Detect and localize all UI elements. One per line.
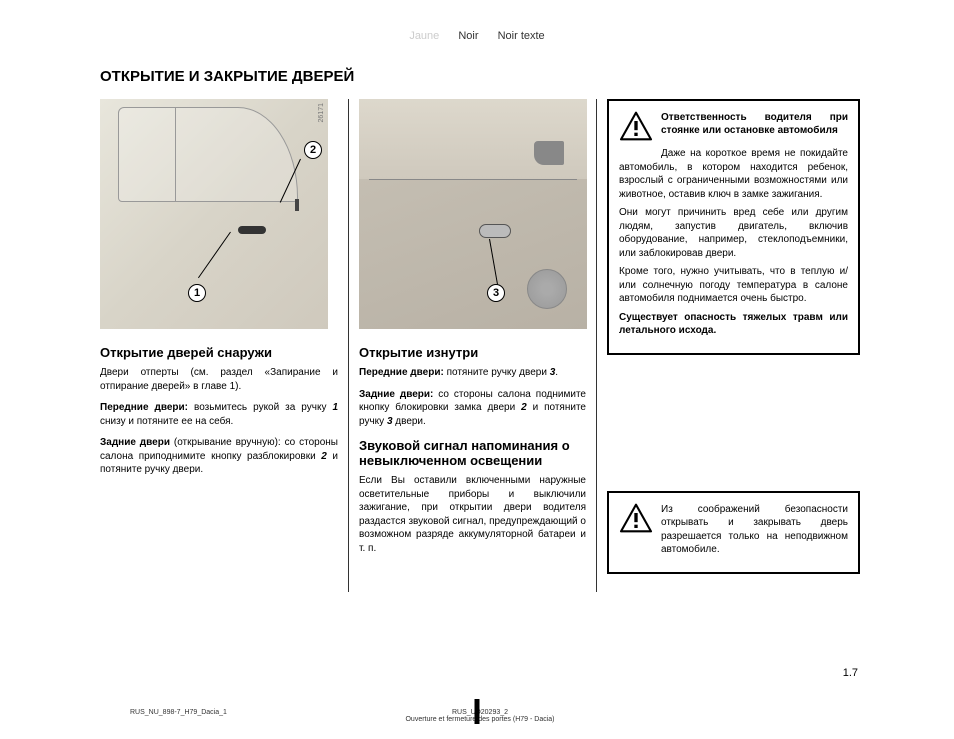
warning-box-1: Ответственность водителя при стоянке или…: [607, 99, 860, 355]
col1-p2: Передние двери: возьмитесь рукой за ручк…: [100, 401, 338, 428]
wb1-p4: Существует опасность тяжелых травм или л…: [619, 311, 848, 338]
wb1-title: Ответственность водителя при стоянке или…: [661, 111, 848, 137]
col1-p1: Двери отперты (см. раздел «Запирание и о…: [100, 366, 338, 393]
col2-p3: Если Вы оставили включенными наружные ос…: [359, 474, 586, 555]
col2-p1: Передние двери: потяните ручку двери 3.: [359, 366, 586, 380]
col1-p3: Задние двери (открывание вручную): со ст…: [100, 436, 338, 477]
callout-3: 3: [487, 284, 505, 302]
column-3: Ответственность водителя при стоянке или…: [596, 99, 860, 592]
figure-interior-door: 26172 3: [359, 99, 587, 329]
header-color-labels: Jaune Noir Noir texte: [0, 30, 954, 42]
heading-sound-reminder: Звуковой сигнал напоминания о невыключен…: [359, 438, 586, 468]
col1-p3-lead: Задние двери: [100, 437, 170, 448]
figure-exterior-door: 26171 2 1: [100, 99, 328, 329]
wb1-p1: Даже на короткое время не покидайте авто…: [619, 147, 848, 201]
wb1-body: Даже на короткое время не покидайте авто…: [619, 147, 848, 338]
wb1-p3: Кроме того, нужно учитывать, что в теплу…: [619, 265, 848, 306]
footer-left: RUS_NU_898-7_H79_Dacia_1: [130, 709, 227, 716]
page-number: 1.7: [843, 667, 858, 679]
page-title: ОТКРЫТИЕ И ЗАКРЫТИЕ ДВЕРЕЙ: [100, 68, 860, 85]
label-noirtexte: Noir texte: [498, 30, 545, 42]
column-2: 26172 3 Открытие изнутри Передние двери:…: [348, 99, 596, 592]
columns: 26171 2 1 Открытие дверей снаружи Двери …: [100, 99, 860, 592]
warning-icon: [619, 503, 653, 533]
callout-2: 2: [304, 141, 322, 159]
wb2-text: Из соображений безопасности открывать и …: [661, 503, 848, 557]
col2-p2: Задние двери: со стороны салона поднимит…: [359, 388, 586, 429]
warning-box-2: Из соображений безопасности открывать и …: [607, 491, 860, 574]
page-content: ОТКРЫТИЕ И ЗАКРЫТИЕ ДВЕРЕЙ 26171 2 1 Отк…: [100, 68, 860, 592]
column-1: 26171 2 1 Открытие дверей снаружи Двери …: [100, 99, 348, 592]
wb1-p2: Они могут причинить вред себе или другим…: [619, 206, 848, 260]
heading-open-inside: Открытие изнутри: [359, 345, 586, 360]
footer-center: RUS_UD20293_2 Ouverture et fermeture des…: [405, 709, 554, 723]
callout-1: 1: [188, 284, 206, 302]
heading-open-outside: Открытие дверей снаружи: [100, 345, 338, 360]
photo-id-1: 26171: [318, 103, 325, 122]
label-noir: Noir: [458, 30, 478, 42]
col1-p2-lead: Передние двери:: [100, 402, 188, 413]
warning-icon: [619, 111, 653, 141]
center-crop-mark: [475, 699, 480, 724]
label-jaune: Jaune: [409, 30, 439, 42]
